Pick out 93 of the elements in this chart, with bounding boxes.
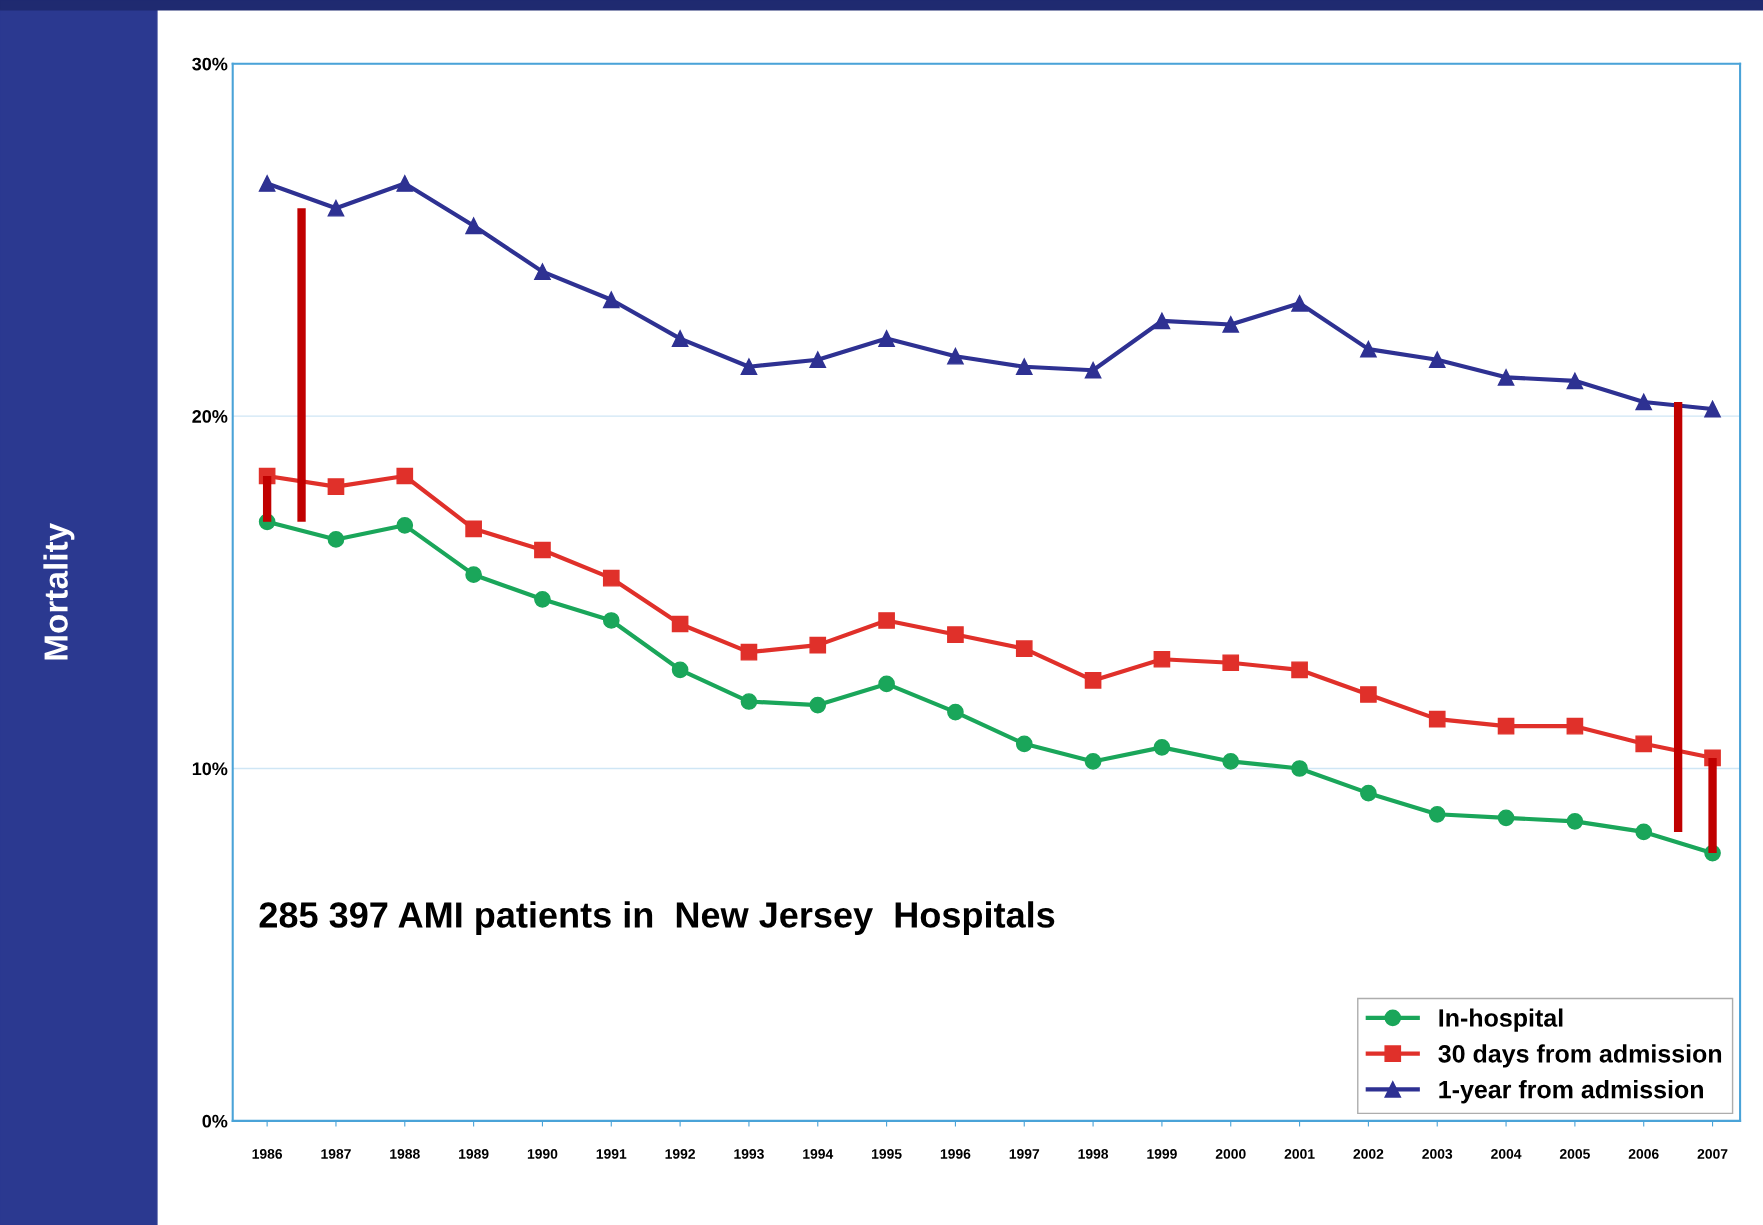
x-tick-label: 1990	[527, 1149, 558, 1159]
point	[1291, 661, 1308, 679]
point	[1153, 739, 1171, 756]
point	[1428, 351, 1446, 369]
point	[947, 347, 964, 365]
x-tick-label: 2002	[1353, 1149, 1384, 1159]
point	[740, 693, 758, 710]
point	[1084, 361, 1102, 379]
point	[1428, 805, 1446, 823]
point	[809, 351, 827, 369]
point	[1015, 358, 1033, 376]
point	[1015, 640, 1033, 658]
point	[1222, 654, 1240, 672]
point	[809, 696, 827, 714]
point	[1222, 753, 1240, 770]
point	[465, 566, 482, 584]
point	[1497, 809, 1515, 827]
x-tick-label: 1996	[940, 1149, 971, 1159]
legend-label: 1-year from admission	[1439, 1080, 1703, 1104]
point	[602, 291, 620, 309]
x-tick-label: 2004	[1491, 1149, 1522, 1159]
point	[258, 175, 276, 192]
point	[602, 569, 620, 587]
point	[947, 626, 964, 643]
point	[878, 612, 895, 629]
point	[671, 661, 689, 679]
x-tick-label: 1995	[872, 1149, 902, 1159]
x-tick-label: 1991	[596, 1149, 627, 1159]
x-tick-label: 1988	[390, 1149, 420, 1159]
point	[1428, 710, 1446, 728]
point	[1635, 393, 1653, 411]
annotation: 285 397 AMI patients in New Jersey Hospitals	[259, 901, 1055, 935]
point	[1291, 760, 1308, 777]
point	[947, 703, 964, 721]
x-tick-label: 1999	[1147, 1149, 1177, 1159]
point	[1360, 784, 1377, 802]
x-tick-label: 2000	[1215, 1149, 1246, 1159]
x-tick-label: 1997	[1009, 1149, 1040, 1159]
x-tick-label: 1989	[459, 1149, 489, 1159]
point	[878, 330, 895, 347]
point	[1497, 368, 1515, 386]
point	[327, 199, 345, 217]
point	[1566, 372, 1584, 390]
point	[1497, 717, 1515, 735]
point	[1291, 294, 1308, 312]
point	[396, 175, 414, 192]
point	[1222, 316, 1240, 333]
point	[602, 612, 620, 629]
point	[1153, 312, 1171, 330]
x-tick-label: 1993	[734, 1149, 764, 1159]
point	[396, 467, 414, 485]
point	[671, 330, 689, 347]
y-axis-title: Mortality	[43, 523, 75, 660]
point	[534, 591, 551, 608]
point	[809, 636, 827, 654]
point	[327, 531, 345, 548]
x-tick-label: 1992	[665, 1149, 695, 1159]
point	[534, 263, 551, 280]
x-tick-label: 1987	[321, 1149, 351, 1159]
point	[1566, 813, 1584, 830]
legend-label: 30 days from admission	[1438, 1044, 1722, 1068]
point	[878, 675, 895, 693]
point	[740, 643, 758, 661]
x-tick-label: 2003	[1422, 1149, 1453, 1159]
x-tick-label: 1998	[1078, 1149, 1109, 1159]
point	[465, 520, 482, 538]
y-tick-label: 20%	[192, 410, 228, 423]
point	[1015, 735, 1033, 753]
point	[396, 516, 414, 534]
point	[1153, 650, 1171, 668]
x-tick-label: 1994	[803, 1149, 834, 1159]
point	[671, 615, 689, 633]
point	[465, 217, 482, 235]
point	[327, 478, 345, 495]
y-tick-label: 30%	[192, 57, 228, 71]
point	[1360, 686, 1377, 703]
legend-label: In-hospital	[1439, 1008, 1563, 1032]
point	[1704, 400, 1721, 418]
point	[1084, 753, 1102, 770]
point	[1566, 717, 1584, 735]
x-tick-label: 1986	[252, 1149, 283, 1159]
x-tick-label: 2001	[1284, 1149, 1315, 1159]
point	[534, 541, 551, 559]
point	[740, 358, 758, 376]
point	[1635, 823, 1653, 841]
x-tick-label: 2005	[1559, 1149, 1590, 1159]
point	[1635, 735, 1653, 753]
y-tick-label: 10%	[192, 762, 228, 776]
point	[1360, 340, 1377, 358]
y-tick-label: 0%	[202, 1114, 228, 1128]
x-tick-label: 2006	[1628, 1149, 1659, 1159]
point	[1084, 672, 1102, 689]
x-tick-label: 2007	[1697, 1149, 1728, 1159]
